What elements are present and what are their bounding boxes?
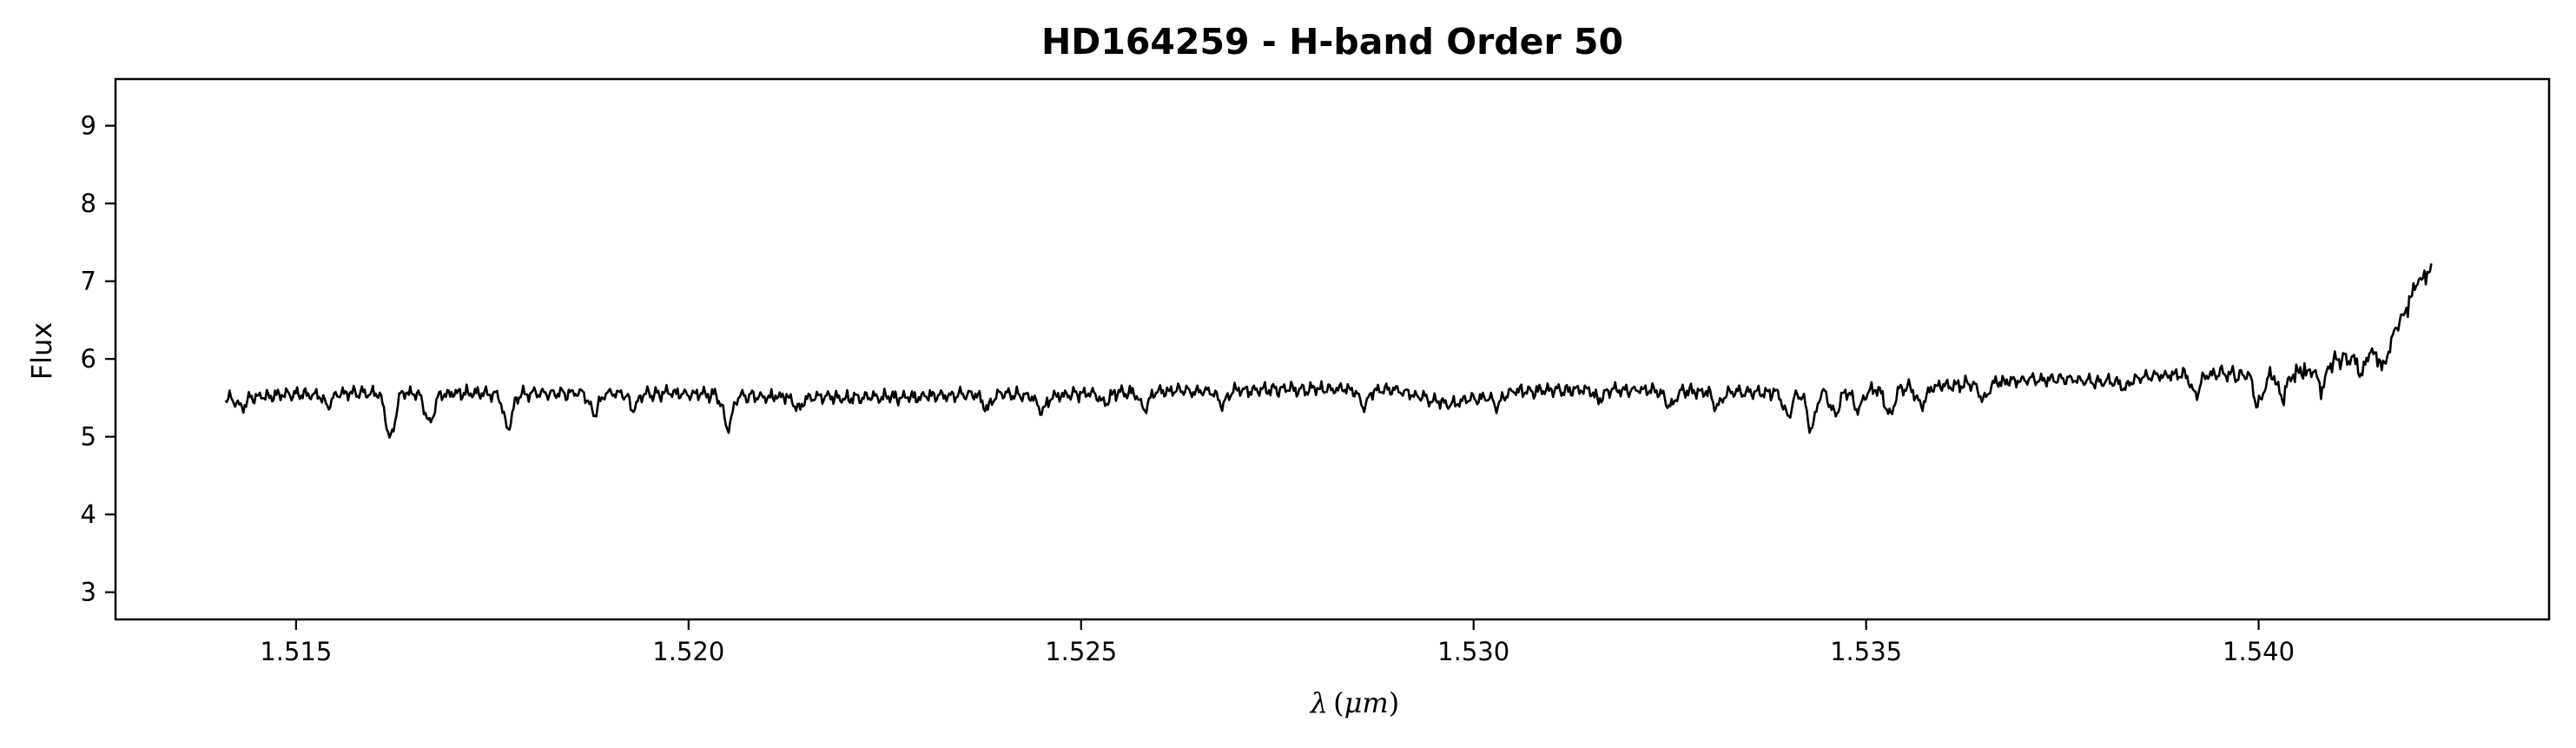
y-axis: 3 4 5 6 7 8 9 xyxy=(81,111,116,607)
chart-title: HD164259 - H-band Order 50 xyxy=(1041,21,1623,63)
x-axis-label: λ (μm) xyxy=(1309,686,1399,719)
y-tick-label: 9 xyxy=(81,111,96,141)
y-tick-label: 8 xyxy=(81,189,96,218)
x-tick-label: 1.540 xyxy=(2223,637,2295,666)
y-tick-label: 6 xyxy=(81,344,96,374)
x-tick-label: 1.520 xyxy=(652,637,724,666)
y-axis-label: Flux xyxy=(25,322,58,381)
y-tick-label: 3 xyxy=(81,578,96,607)
x-tick-label: 1.515 xyxy=(260,637,332,666)
axes-frame xyxy=(114,77,2551,621)
x-tick-label: 1.535 xyxy=(1830,637,1902,666)
y-tick-label: 4 xyxy=(81,500,96,529)
x-axis: 1.515 1.520 1.525 1.530 1.535 1.540 xyxy=(260,619,2295,666)
x-tick-label: 1.530 xyxy=(1437,637,1509,666)
plot-area xyxy=(224,263,2433,440)
x-tick-label: 1.525 xyxy=(1045,637,1117,666)
y-tick-label: 7 xyxy=(81,267,96,296)
spectrum-line xyxy=(224,263,2433,440)
y-tick-label: 5 xyxy=(81,422,96,452)
